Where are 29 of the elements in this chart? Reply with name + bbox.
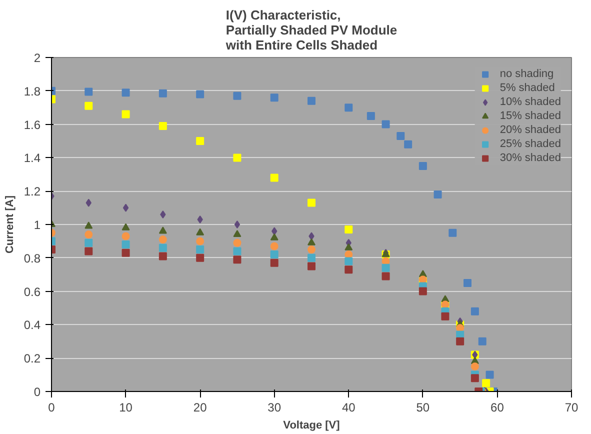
y-tick-label: 2 (34, 51, 41, 65)
x-tick-label: 60 (490, 400, 504, 414)
chart-title: I(V) Characteristic, Partially Shaded PV Module with Entire Cells Shaded (224, 8, 398, 52)
x-tick-label: 10 (119, 400, 133, 414)
x-tick-label: 40 (342, 400, 356, 414)
legend-label: 20% shaded (500, 123, 561, 137)
y-tick-label: 0.2 (24, 352, 41, 366)
y-tick-label: 1.8 (24, 84, 41, 98)
y-tick-label: 1 (34, 218, 41, 232)
legend-label: 5% shaded (500, 81, 555, 95)
y-tick-label: 0.6 (24, 284, 41, 299)
y-tick-label: 0.4 (24, 318, 41, 332)
y-tick-label: 1.6 (24, 118, 41, 132)
y-tick-label: 1.4 (24, 151, 41, 166)
y-tick-label: 0.8 (24, 251, 41, 266)
y-tick-label: 1.2 (24, 184, 41, 199)
legend-label: 25% shaded (500, 137, 561, 151)
x-tick-label: 70 (564, 400, 578, 414)
y-axis-title: Current [A] (4, 195, 16, 254)
legend-label: 30% shaded (500, 151, 561, 165)
x-tick-label: 0 (48, 400, 56, 414)
legend-label: no shading (500, 67, 554, 81)
legend-label: 15% shaded (500, 109, 561, 123)
x-tick-label: 20 (193, 400, 208, 414)
x-tick-label: 30 (268, 400, 282, 414)
y-tick-label: 0 (34, 385, 41, 399)
legend-label: 10% shaded (500, 95, 561, 109)
x-axis-title: Voltage [V] (283, 420, 340, 432)
x-tick-label: 50 (416, 400, 430, 414)
